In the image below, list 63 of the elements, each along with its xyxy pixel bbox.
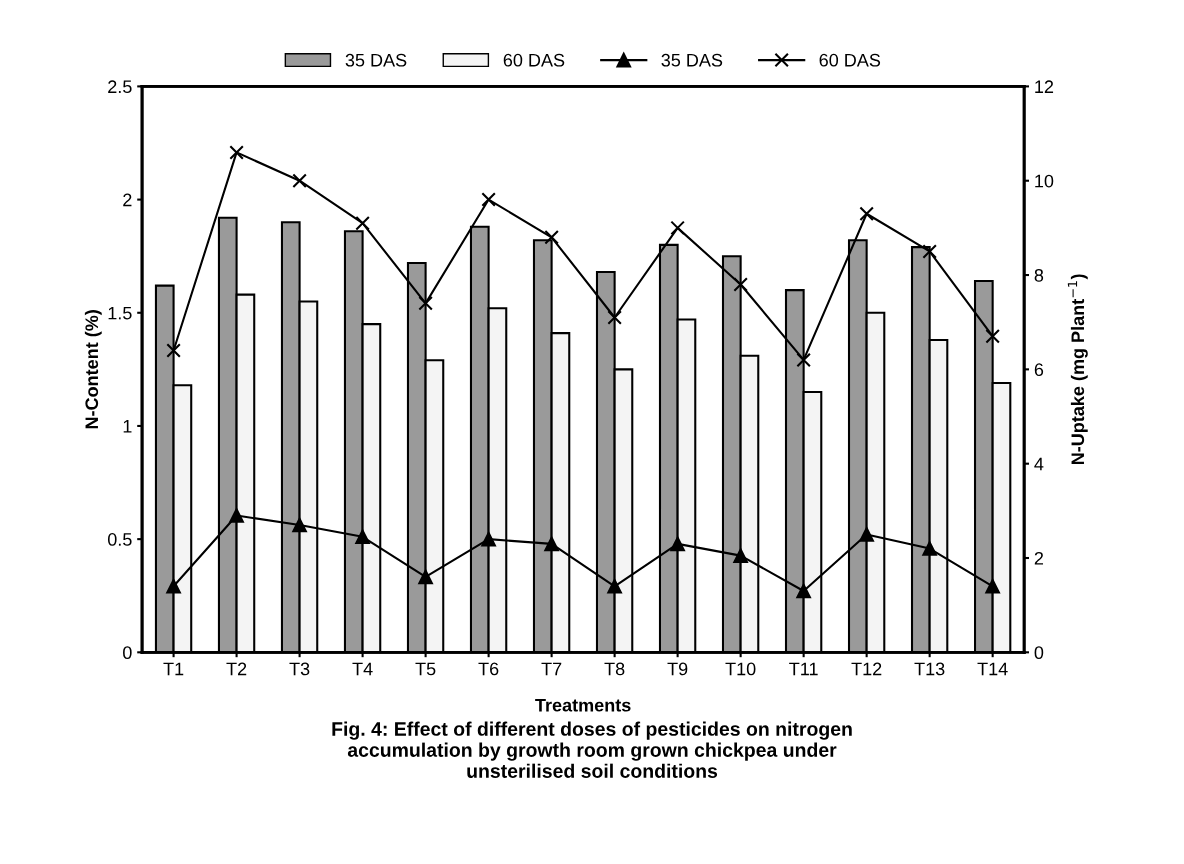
x-tick-label: T10 bbox=[725, 662, 756, 676]
x-tick-label: T14 bbox=[977, 662, 1008, 676]
y-tick-label: 0.5 bbox=[107, 533, 132, 546]
y2-axis-title: N-Uptake (mg Plant$^{−1}$) bbox=[1067, 274, 1088, 465]
point bbox=[670, 536, 685, 552]
point bbox=[418, 569, 433, 585]
point bbox=[670, 220, 685, 236]
y2-tick-label: 10 bbox=[1035, 174, 1054, 188]
x-axis-title: Treatments bbox=[535, 698, 631, 712]
point bbox=[292, 173, 307, 189]
point bbox=[292, 517, 307, 533]
x-tick-label: T2 bbox=[226, 662, 247, 676]
legend-label: 35 DAS bbox=[661, 53, 723, 67]
point bbox=[166, 579, 181, 594]
point bbox=[796, 583, 811, 599]
y2-tick-label: 4 bbox=[1034, 457, 1044, 471]
point bbox=[607, 310, 622, 325]
legend-label: 35 DAS bbox=[345, 53, 407, 67]
y-tick-label: 2 bbox=[123, 193, 132, 207]
point bbox=[544, 230, 559, 245]
point bbox=[229, 508, 244, 523]
y2-tick-label: 0 bbox=[1034, 646, 1044, 660]
point bbox=[166, 343, 181, 358]
point bbox=[985, 579, 1000, 594]
point bbox=[481, 531, 496, 547]
point bbox=[355, 529, 370, 545]
point bbox=[733, 548, 748, 563]
y2-tick-label: 6 bbox=[1034, 363, 1044, 377]
point bbox=[607, 579, 622, 594]
point bbox=[859, 527, 874, 542]
point bbox=[985, 329, 1000, 344]
y-axis-title: N-Content (%) bbox=[84, 310, 102, 429]
legend-label: 60 DAS bbox=[503, 53, 565, 67]
caption: Fig. 4: Effect of different doses of pesticides on nitrogen accumulation by growth room grown chickpea under unsterilised soil conditions bbox=[332, 721, 852, 778]
y2-tick-label: 2 bbox=[1034, 551, 1044, 565]
point bbox=[418, 296, 433, 311]
point bbox=[355, 215, 370, 231]
point bbox=[922, 244, 937, 259]
point bbox=[859, 206, 874, 222]
point bbox=[481, 192, 496, 207]
y-tick-label: 2.5 bbox=[108, 80, 132, 94]
x-tick-label: T1 bbox=[163, 662, 184, 676]
x-tick-label: T8 bbox=[604, 662, 625, 676]
point bbox=[544, 536, 559, 552]
point bbox=[796, 352, 811, 368]
point bbox=[922, 541, 937, 556]
x-tick-label: T6 bbox=[478, 662, 499, 676]
point bbox=[229, 145, 244, 160]
y-tick-label: 1.5 bbox=[108, 306, 132, 320]
point bbox=[733, 277, 748, 292]
x-tick-label: T11 bbox=[789, 662, 818, 676]
legend-label: 60 DAS bbox=[819, 53, 881, 67]
y-tick-label: 1 bbox=[123, 420, 132, 433]
x-tick-label: T13 bbox=[914, 662, 945, 676]
y2-tick-label: 12 bbox=[1035, 80, 1054, 93]
y2-tick-label: 8 bbox=[1034, 268, 1044, 282]
x-tick-label: T12 bbox=[851, 662, 882, 676]
x-tick-label: T3 bbox=[289, 662, 310, 676]
x-tick-label: T5 bbox=[415, 662, 436, 676]
x-tick-label: T9 bbox=[667, 662, 688, 676]
y-tick-label: 0 bbox=[123, 646, 132, 660]
x-tick-label: T7 bbox=[541, 662, 562, 676]
x-tick-label: T4 bbox=[352, 662, 373, 676]
